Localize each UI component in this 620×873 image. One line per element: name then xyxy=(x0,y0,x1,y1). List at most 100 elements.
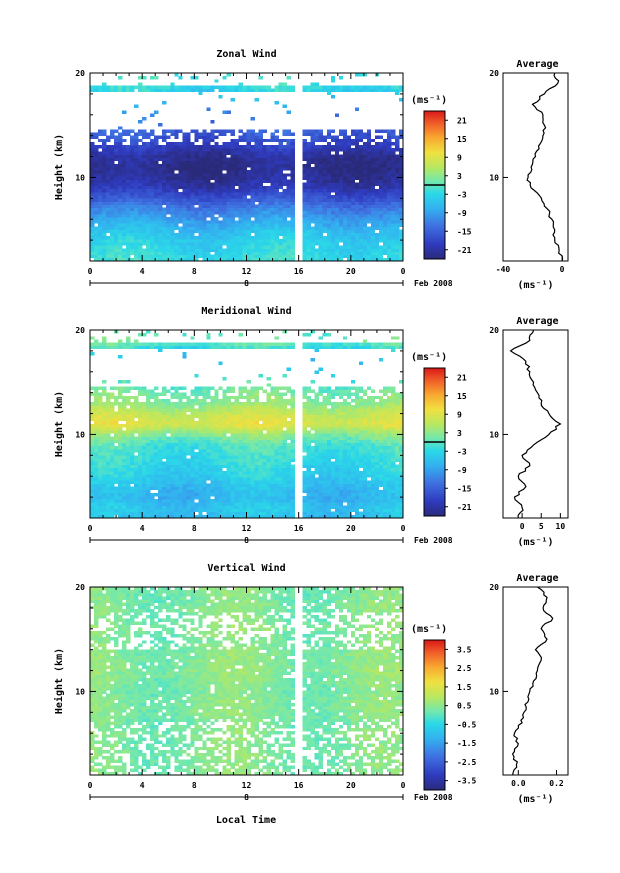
heatmap-cell xyxy=(218,182,223,187)
heatmap-cell xyxy=(154,461,159,466)
heatmap-cell xyxy=(194,477,199,481)
heatmap-cell xyxy=(346,151,352,155)
heatmap-cell xyxy=(346,167,352,171)
heatmap-cell xyxy=(170,492,175,497)
heatmap-cell xyxy=(326,157,332,162)
heatmap-cell xyxy=(234,436,239,440)
heatmap-cell xyxy=(130,480,135,484)
heatmap-cell xyxy=(130,154,135,158)
heatmap-cell xyxy=(118,445,123,450)
heatmap-cell xyxy=(386,167,392,171)
heatmap-cell xyxy=(254,85,259,89)
heatmap-cells xyxy=(90,330,404,519)
heatmap-cell xyxy=(142,430,147,434)
heatmap-cell xyxy=(122,458,127,462)
heatmap-cell xyxy=(266,88,271,93)
heatmap-cell xyxy=(106,210,111,215)
heatmap-cell xyxy=(146,398,151,403)
heatmap-cell xyxy=(394,195,400,199)
heatmap-cell xyxy=(158,245,163,249)
heatmap-cell xyxy=(218,132,223,136)
heatmap-cell xyxy=(178,201,183,205)
heatmap-cell xyxy=(202,157,207,162)
heatmap-cell xyxy=(170,217,175,221)
heatmap-cell xyxy=(98,217,103,221)
heatmap-cell xyxy=(306,88,311,93)
heatmap-cell xyxy=(106,486,111,491)
heatmap-cell xyxy=(186,496,191,500)
heatmap-cell xyxy=(314,235,320,240)
heatmap-cell xyxy=(134,442,139,447)
heatmap-cell xyxy=(154,436,159,440)
heatmap-cell xyxy=(338,173,344,177)
heatmap-cell xyxy=(150,251,155,256)
heatmap-cell xyxy=(110,511,115,516)
heatmap-cell xyxy=(338,145,344,149)
heatmap-cell xyxy=(310,154,316,158)
heatmap-cell xyxy=(234,505,239,509)
heatmap-cell xyxy=(170,145,175,149)
heatmap-cell xyxy=(370,148,376,152)
heatmap-cell xyxy=(186,207,191,212)
heatmap-cell xyxy=(254,254,259,259)
heatmap-cell xyxy=(374,88,380,93)
heatmap-cell xyxy=(178,439,183,444)
heatmap-cell xyxy=(374,198,380,202)
heatmap-cell xyxy=(246,489,251,494)
heatmap-cell xyxy=(254,242,259,246)
heatmap-cell xyxy=(194,85,199,89)
heatmap-cell xyxy=(94,226,99,230)
heatmap-cell xyxy=(350,204,356,209)
heatmap-cell xyxy=(142,207,147,212)
heatmap-cell xyxy=(214,248,219,252)
heatmap-cell xyxy=(238,254,243,259)
heatmap-cell xyxy=(182,232,187,237)
heatmap-cell xyxy=(254,235,259,240)
heatmap-cell xyxy=(186,188,191,193)
heatmap-cell xyxy=(322,248,328,252)
heatmap-cell xyxy=(230,417,235,422)
heatmap-cell xyxy=(230,461,235,466)
heatmap-cell xyxy=(142,226,147,230)
heatmap-cell xyxy=(378,201,384,205)
heatmap-cell xyxy=(190,471,195,475)
heatmap-cell xyxy=(198,486,203,491)
heatmap-cell xyxy=(246,141,251,146)
heatmap-cell xyxy=(218,167,223,171)
heatmap-cell xyxy=(122,132,127,136)
heatmap-cell xyxy=(190,210,195,215)
heatmap-cell xyxy=(206,449,211,453)
heatmap-cell xyxy=(258,226,263,230)
heatmap-cell xyxy=(202,496,207,500)
heatmap-cell xyxy=(198,160,203,165)
heatmap-cell xyxy=(102,173,107,177)
heatmap-cell xyxy=(270,229,275,234)
heatmap-cell xyxy=(174,195,179,199)
heatmap-cell xyxy=(178,492,183,497)
heatmap-cell xyxy=(314,229,320,234)
heatmap-cell xyxy=(198,195,203,199)
heatmap-cell xyxy=(190,179,195,183)
heatmap-cell xyxy=(358,179,364,183)
heatmap-cell xyxy=(210,167,215,171)
heatmap-cell xyxy=(318,235,324,240)
heatmap-cell xyxy=(354,88,360,93)
heatmap-cell xyxy=(174,188,179,193)
heatmap-cell xyxy=(186,342,191,346)
heatmap-cell xyxy=(150,88,155,93)
heatmap-cell xyxy=(94,210,99,215)
heatmap-cell xyxy=(130,160,135,165)
heatmap-cell xyxy=(378,192,384,196)
heatmap-cell xyxy=(274,248,279,252)
heatmap-cell xyxy=(130,173,135,177)
heatmap-cell xyxy=(94,232,99,237)
heatmap-cell xyxy=(218,242,223,246)
heatmap-cell xyxy=(170,157,175,162)
heatmap-cell xyxy=(178,514,183,519)
heatmap-cell xyxy=(202,214,207,218)
heatmap-cell xyxy=(198,251,203,256)
heatmap-cell xyxy=(90,173,95,177)
heatmap-cell xyxy=(314,138,320,143)
heatmap-cell xyxy=(94,207,99,212)
heatmap-cell xyxy=(266,223,271,227)
